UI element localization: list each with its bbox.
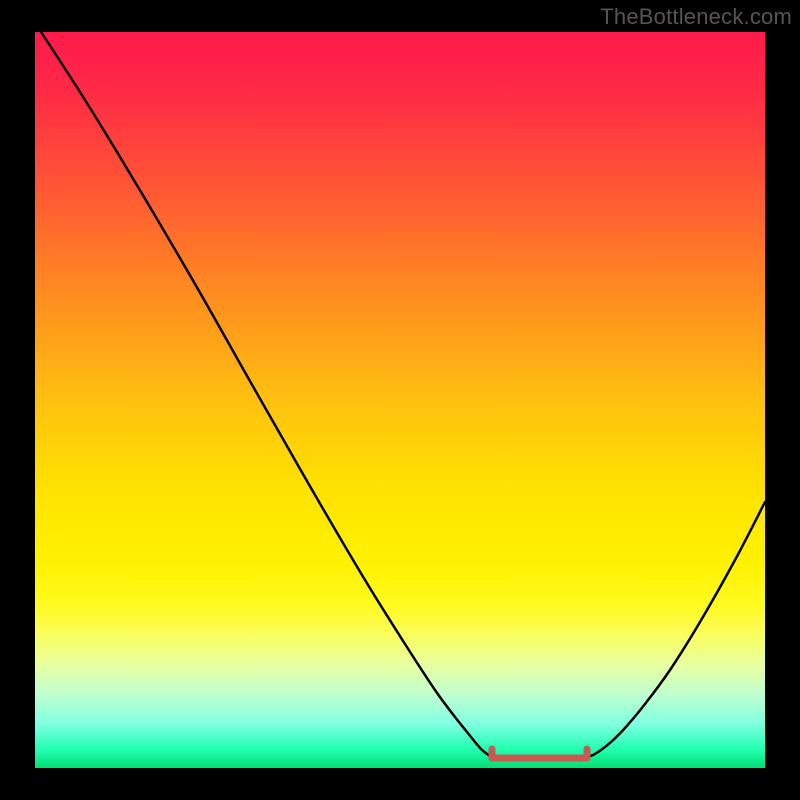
chart-container: TheBottleneck.com (0, 0, 800, 800)
flat-minimum-marker (492, 749, 587, 758)
watermark-text: TheBottleneck.com (600, 4, 792, 30)
bottleneck-curve (35, 32, 765, 768)
plot-area (35, 32, 765, 768)
